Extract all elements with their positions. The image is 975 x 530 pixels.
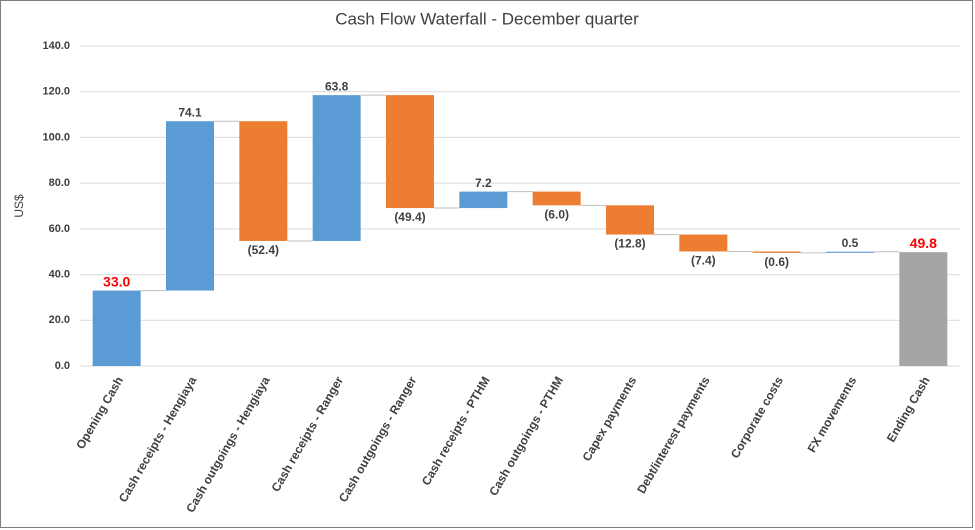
- data-label: 0.5: [842, 236, 859, 250]
- bar: [92, 290, 141, 366]
- bar: [899, 252, 948, 366]
- data-label: 74.1: [178, 105, 202, 119]
- y-tick-label: 60.0: [49, 223, 70, 235]
- y-tick-label: 80.0: [49, 177, 70, 189]
- data-label: (0.6): [764, 255, 789, 269]
- data-label: 7.2: [475, 176, 492, 190]
- bar: [752, 251, 801, 253]
- data-label: (49.4): [394, 210, 425, 224]
- chart-title: Cash Flow Waterfall - December quarter: [335, 9, 639, 28]
- bar: [606, 205, 654, 235]
- y-tick-label: 100.0: [42, 131, 70, 143]
- y-tick-label: 20.0: [49, 314, 70, 326]
- y-tick-label: 0.0: [55, 360, 70, 372]
- data-label: 49.8: [910, 235, 937, 251]
- data-label: 33.0: [103, 273, 130, 289]
- bar: [679, 234, 728, 252]
- data-label: (6.0): [544, 207, 569, 221]
- bar: [239, 121, 288, 241]
- bar: [312, 95, 361, 241]
- data-label: (7.4): [691, 254, 716, 268]
- bar: [459, 191, 508, 209]
- y-tick-label: 40.0: [49, 268, 70, 280]
- data-label: (12.8): [614, 237, 645, 251]
- data-label: (52.4): [248, 243, 279, 257]
- y-tick-label: 120.0: [42, 86, 70, 98]
- bar: [532, 191, 581, 206]
- bar: [386, 95, 434, 209]
- y-tick-label: 140.0: [42, 40, 70, 52]
- y-axis-label: US$: [12, 194, 26, 218]
- bar: [826, 251, 874, 253]
- bar: [166, 121, 214, 291]
- data-label: 63.8: [325, 79, 349, 93]
